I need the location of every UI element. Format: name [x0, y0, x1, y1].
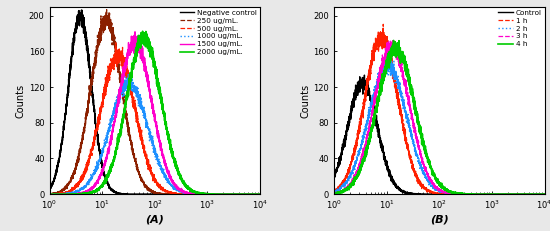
X-axis label: (B): (B)	[430, 214, 449, 224]
Y-axis label: Counts: Counts	[300, 83, 310, 118]
Legend: Negative control, 250 ug/mL., 500 ug/mL., 1000 ug/mL., 1500 ug/mL., 2000 ug/mL.: Negative control, 250 ug/mL., 500 ug/mL.…	[179, 9, 258, 56]
Legend: Control, 1 h, 2 h, 3 h, 4 h: Control, 1 h, 2 h, 3 h, 4 h	[498, 9, 542, 48]
Y-axis label: Counts: Counts	[16, 83, 26, 118]
X-axis label: (A): (A)	[145, 214, 164, 224]
